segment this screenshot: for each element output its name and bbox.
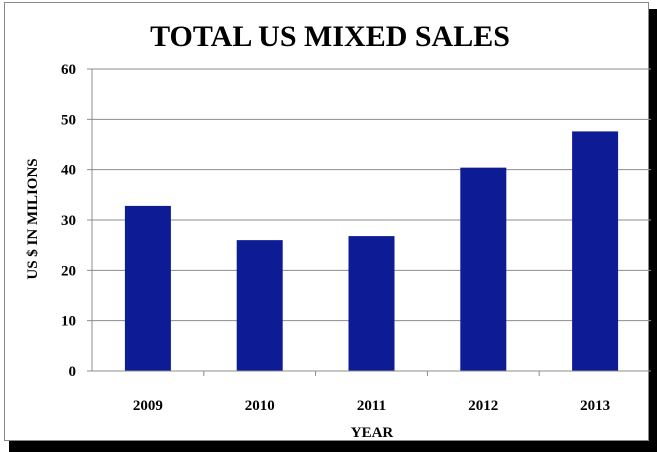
y-tick-label: 20 xyxy=(61,263,76,279)
bar-2013 xyxy=(572,131,619,371)
x-tick-label: 2013 xyxy=(580,398,610,414)
x-tick-label: 2010 xyxy=(245,398,275,414)
bars xyxy=(124,131,619,371)
y-tick-label: 30 xyxy=(61,213,76,229)
x-tick-label: 2011 xyxy=(357,398,386,414)
bar-2012 xyxy=(460,167,507,371)
chart-title: TOTAL US MIXED SALES xyxy=(150,20,510,53)
y-tick-labels: 0 10 20 30 40 50 60 xyxy=(61,62,76,380)
y-tick-label: 50 xyxy=(61,112,76,128)
y-tick-label: 60 xyxy=(61,62,76,78)
y-tick-label: 40 xyxy=(61,163,76,179)
x-tick-label: 2012 xyxy=(468,398,498,414)
bar-2011 xyxy=(348,236,395,371)
bar-2009 xyxy=(124,205,171,371)
y-tick-label: 10 xyxy=(61,314,76,330)
axes xyxy=(91,69,651,376)
x-axis-title: YEAR xyxy=(351,425,394,441)
x-tick-label: 2009 xyxy=(133,398,163,414)
y-tick-label: 0 xyxy=(69,364,77,380)
y-axis-title: US $ IN MILIONS xyxy=(25,158,41,279)
chart-frame xyxy=(4,2,649,441)
x-tick-labels: 2009 2010 2011 2012 2013 xyxy=(133,398,610,414)
bar-2010 xyxy=(236,240,283,371)
